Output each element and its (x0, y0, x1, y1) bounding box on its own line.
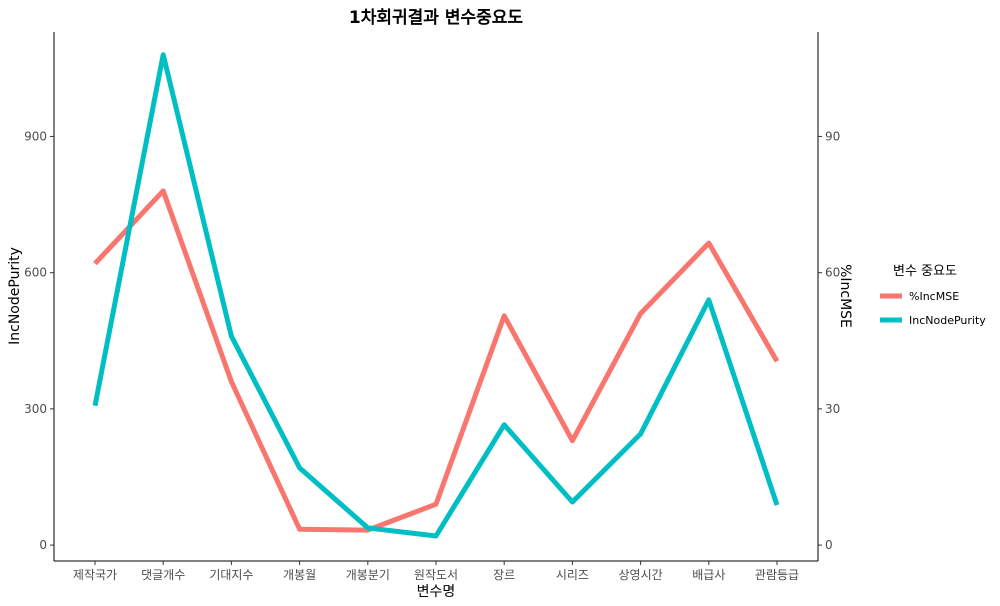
left-tick-label: 300 (24, 402, 47, 416)
right-axis-ticks: 0 30 60 90 (818, 129, 840, 552)
axes (53, 32, 819, 562)
right-axis-title: %IncMSE (837, 264, 853, 328)
x-axis-title: 변수명 (417, 584, 456, 600)
x-tick-label: 상영시간 (619, 568, 663, 582)
legend-label: IncNodePurity (909, 314, 986, 327)
left-tick-label: 600 (24, 266, 47, 280)
left-axis-ticks: 0 300 600 900 (24, 129, 54, 552)
x-tick-label: 제작국가 (73, 568, 117, 582)
right-tick-label: 90 (825, 129, 840, 143)
series-line-incnodepurity (92, 52, 780, 539)
legend-label: %IncMSE (909, 290, 959, 303)
legend-title: 변수 중요도 (893, 264, 957, 279)
legend: 변수 중요도 %IncMSE IncNodePurity (880, 264, 986, 327)
left-axis-title: IncNodePurity (7, 247, 23, 345)
x-tick-label: 시리즈 (556, 568, 589, 582)
chart-title: 1차회귀결과 변수중요도 (349, 8, 524, 28)
x-tick-label: 개봉분기 (346, 568, 390, 582)
series-line--incmse (93, 188, 780, 533)
series-lines (92, 52, 780, 539)
x-tick-label: 댓글개수 (141, 568, 185, 582)
x-axis-ticks: 제작국가 댓글개수 기대지수 개봉월 개봉분기 원작도서 장르 시리즈 상영시간 배급사 관람등급 (73, 561, 799, 582)
x-tick-label: 원작도서 (414, 568, 458, 582)
right-tick-label: 0 (825, 538, 833, 552)
x-tick-label: 개봉월 (283, 568, 316, 582)
x-tick-label: 관람등급 (755, 568, 799, 582)
x-tick-label: 배급사 (692, 568, 725, 582)
x-tick-label: 장르 (493, 568, 515, 582)
right-tick-label: 60 (825, 266, 840, 280)
left-tick-label: 0 (39, 538, 47, 552)
left-tick-label: 900 (24, 129, 47, 143)
right-tick-label: 30 (825, 402, 840, 416)
x-tick-label: 기대지수 (209, 568, 253, 582)
